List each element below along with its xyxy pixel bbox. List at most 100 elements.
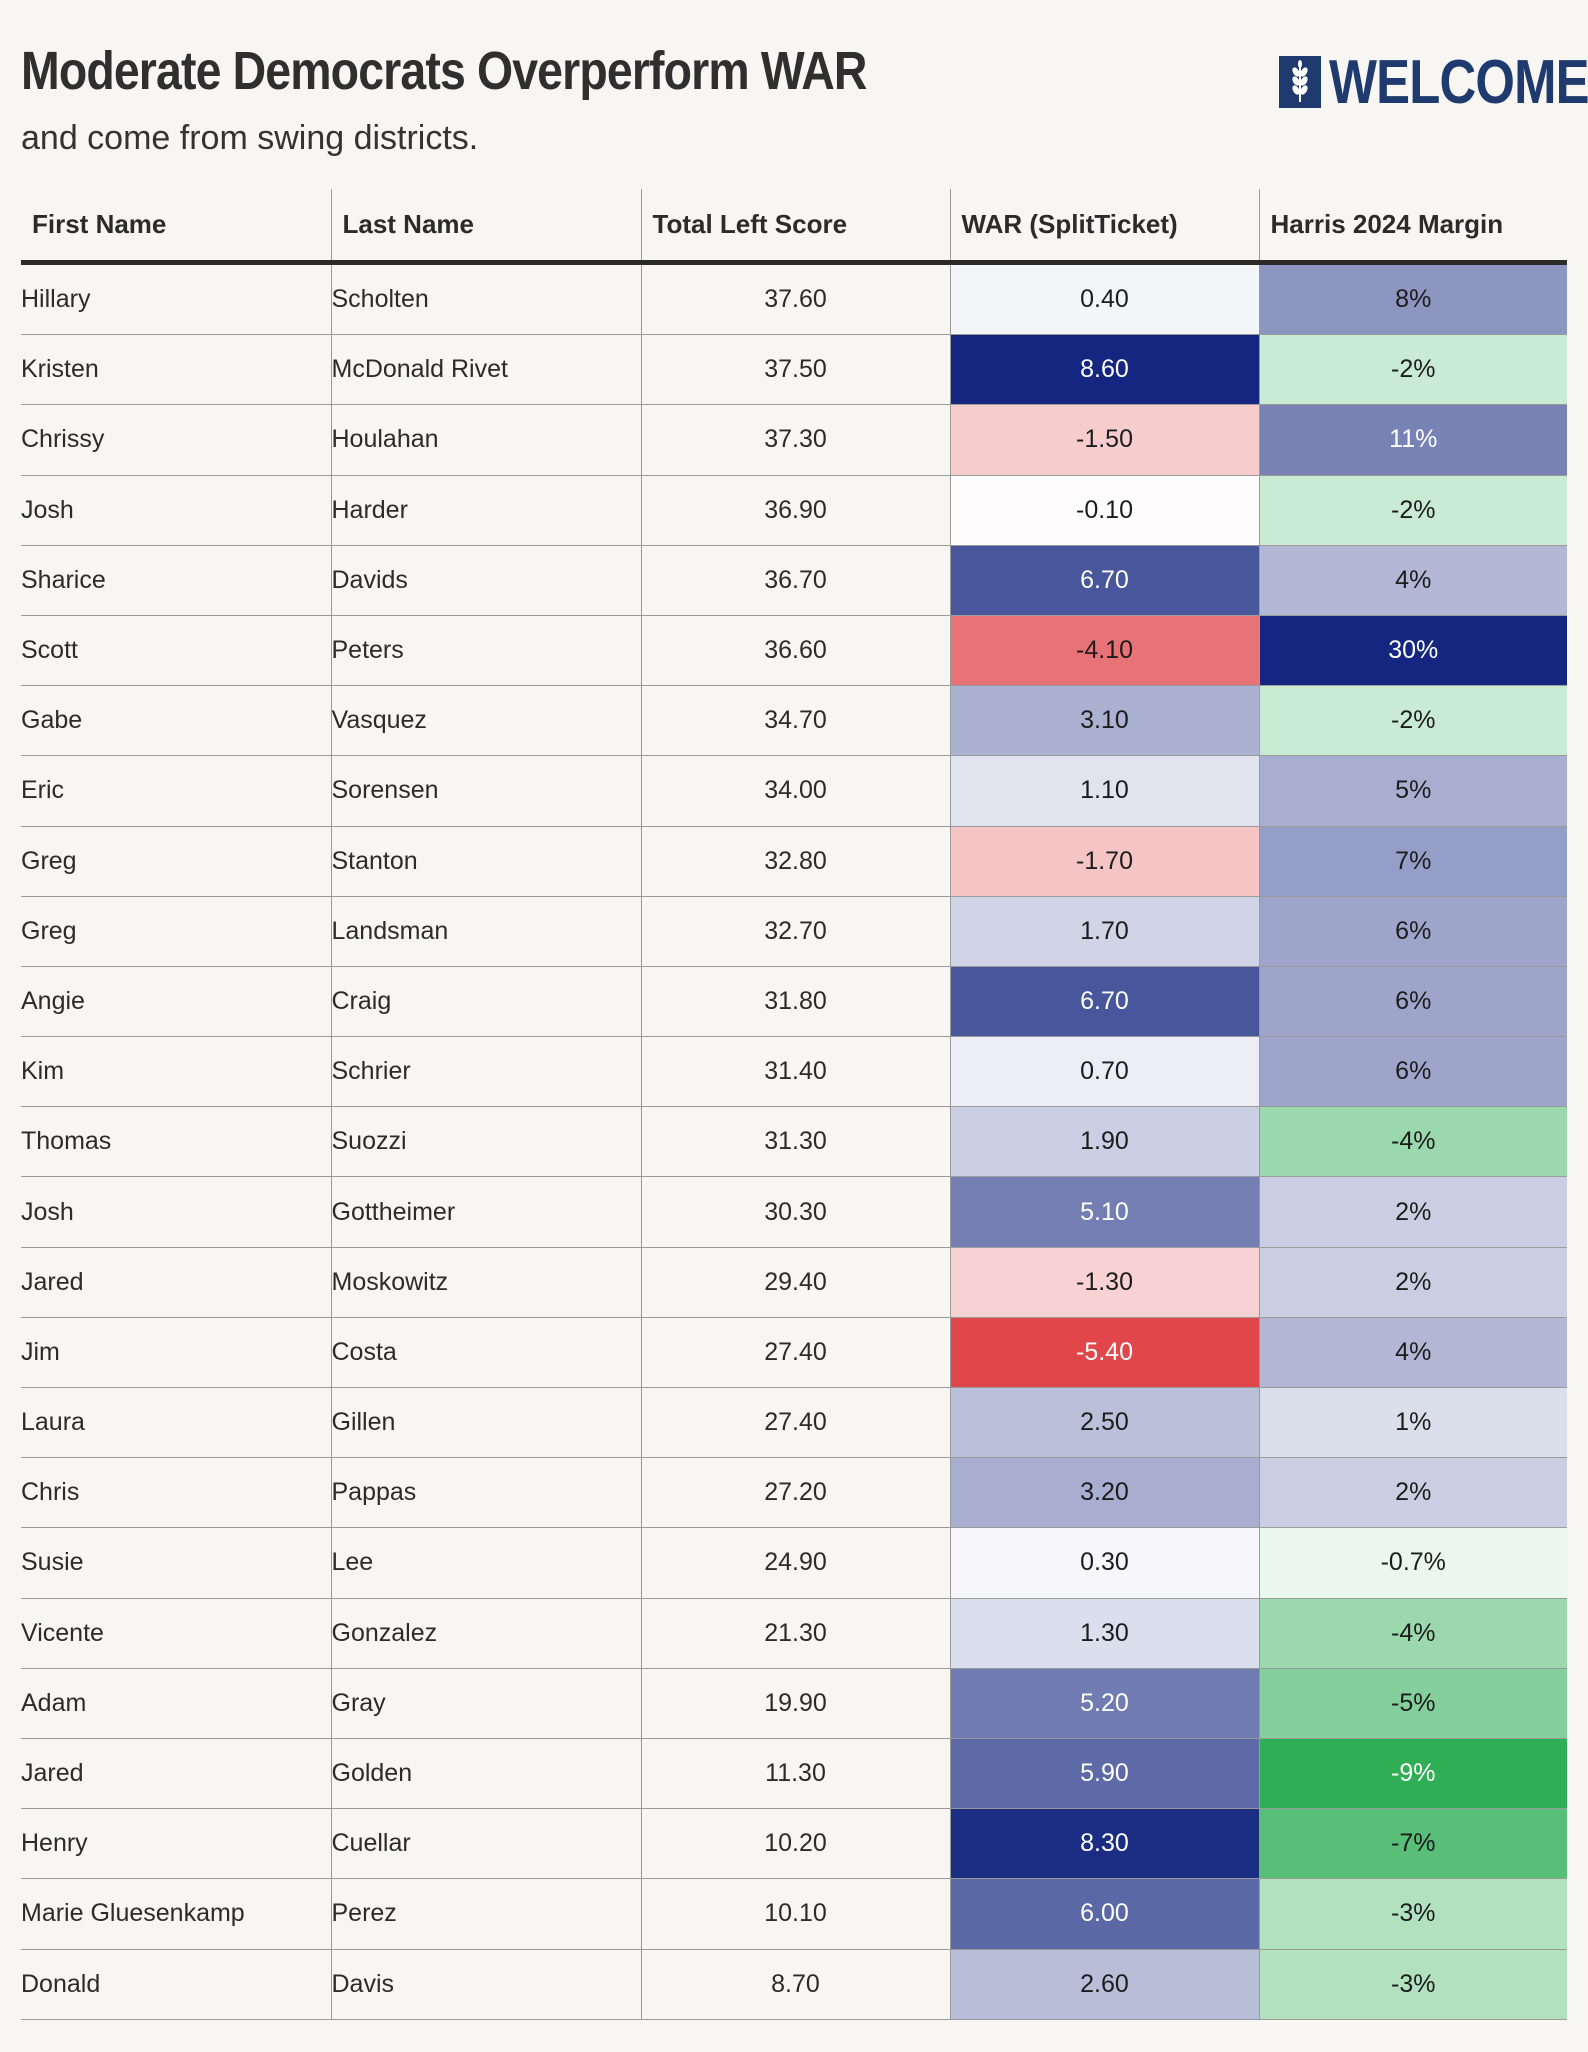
cell-war: -4.10 [950,615,1260,687]
cell-harris-margin: 2% [1259,1457,1567,1529]
cell-harris-margin: -3% [1259,1878,1567,1950]
cell-total-left-score: 27.40 [641,1387,951,1459]
cell-total-left-score: 32.80 [641,826,951,897]
cell-last-name: Gottheimer [331,1176,642,1248]
cell-first-name: Sharice [21,545,332,616]
cell-total-left-score: 31.40 [641,1036,951,1108]
cell-war: -1.50 [950,404,1260,476]
cell-first-name: Vicente [21,1598,332,1669]
cell-war: -0.10 [950,475,1260,546]
cell-last-name: Davids [331,545,642,616]
cell-first-name: Laura [21,1387,332,1459]
cell-harris-margin: -2% [1259,475,1567,546]
cell-last-name: Gonzalez [331,1598,642,1669]
cell-total-left-score: 36.60 [641,615,951,687]
cell-total-left-score: 37.60 [641,262,951,336]
table-row: Angie Craig 31.80 6.70 6% [21,966,1567,1038]
cell-war: 8.30 [950,1808,1260,1880]
table-row: Josh Gottheimer 30.30 5.10 2% [21,1176,1567,1248]
cell-war: 0.70 [950,1036,1260,1108]
cell-total-left-score: 32.70 [641,896,951,967]
cell-last-name: Costa [331,1317,642,1389]
cell-total-left-score: 37.30 [641,404,951,476]
cell-last-name: Harder [331,475,642,546]
col-header-harris-margin: Harris 2024 Margin [1259,189,1567,265]
cell-war: 1.10 [950,755,1260,827]
cell-total-left-score: 30.30 [641,1176,951,1248]
cell-first-name: Donald [21,1949,332,2020]
cell-harris-margin: 2% [1259,1176,1567,1248]
cell-last-name: Houlahan [331,404,642,476]
cell-war: 1.90 [950,1106,1260,1178]
cell-last-name: Golden [331,1738,642,1810]
cell-last-name: Peters [331,615,642,687]
header-row: First Name Last Name Total Left Score WA… [21,189,1567,265]
cell-first-name: Eric [21,755,332,827]
chart-title: Moderate Democrats Overperform WAR [21,41,867,101]
table-row: Gabe Vasquez 34.70 3.10 -2% [21,685,1567,757]
cell-first-name: Susie [21,1527,332,1599]
cell-total-left-score: 27.40 [641,1317,951,1389]
col-header-war: WAR (SplitTicket) [950,189,1260,265]
cell-harris-margin: 2% [1259,1247,1567,1318]
cell-last-name: McDonald Rivet [331,334,642,406]
col-header-last-name: Last Name [331,189,642,265]
cell-war: 2.50 [950,1387,1260,1459]
cell-total-left-score: 11.30 [641,1738,951,1810]
cell-harris-margin: 6% [1259,896,1567,967]
cell-war: 1.70 [950,896,1260,967]
cell-first-name: Gabe [21,685,332,757]
cell-first-name: Josh [21,475,332,546]
cell-last-name: Craig [331,966,642,1038]
col-header-total-left-score: Total Left Score [641,189,951,265]
table-row: Vicente Gonzalez 21.30 1.30 -4% [21,1598,1567,1669]
table-row: Kim Schrier 31.40 0.70 6% [21,1036,1567,1108]
cell-war: 2.60 [950,1949,1260,2020]
cell-total-left-score: 31.80 [641,966,951,1038]
cell-war: 6.00 [950,1878,1260,1950]
cell-harris-margin: -2% [1259,334,1567,406]
table-row: Marie Gluesenkamp Perez 10.10 6.00 -3% [21,1878,1567,1950]
cell-last-name: Landsman [331,896,642,967]
cell-total-left-score: 29.40 [641,1247,951,1318]
cell-harris-margin: 6% [1259,1036,1567,1108]
cell-harris-margin: -9% [1259,1738,1567,1810]
wheat-icon [1279,56,1321,108]
cell-total-left-score: 10.20 [641,1808,951,1880]
chart-subtitle: and come from swing districts. [21,119,479,157]
cell-last-name: Schrier [331,1036,642,1108]
table-row: Susie Lee 24.90 0.30 -0.7% [21,1527,1567,1599]
cell-total-left-score: 19.90 [641,1668,951,1739]
cell-war: 6.70 [950,545,1260,616]
logo-text: WELCOME [1329,47,1588,117]
cell-harris-margin: -0.7% [1259,1527,1567,1599]
cell-harris-margin: 4% [1259,1317,1567,1389]
table-row: Chris Pappas 27.20 3.20 2% [21,1457,1567,1529]
cell-total-left-score: 10.10 [641,1878,951,1950]
cell-first-name: Hillary [21,262,332,336]
table-row: Eric Sorensen 34.00 1.10 5% [21,755,1567,827]
cell-first-name: Chris [21,1457,332,1529]
cell-harris-margin: -7% [1259,1808,1567,1880]
cell-last-name: Cuellar [331,1808,642,1880]
table-row: Henry Cuellar 10.20 8.30 -7% [21,1808,1567,1880]
table-row: Adam Gray 19.90 5.20 -5% [21,1668,1567,1739]
cell-harris-margin: -4% [1259,1598,1567,1669]
cell-harris-margin: 8% [1259,262,1567,336]
cell-last-name: Perez [331,1878,642,1950]
cell-first-name: Greg [21,826,332,897]
table-row: Chrissy Houlahan 37.30 -1.50 11% [21,404,1567,476]
cell-war: 8.60 [950,334,1260,406]
cell-total-left-score: 34.70 [641,685,951,757]
cell-last-name: Scholten [331,262,642,336]
table-row: Jared Golden 11.30 5.90 -9% [21,1738,1567,1810]
cell-first-name: Henry [21,1808,332,1880]
table-row: Jared Moskowitz 29.40 -1.30 2% [21,1247,1567,1318]
cell-last-name: Lee [331,1527,642,1599]
cell-total-left-score: 37.50 [641,334,951,406]
cell-total-left-score: 36.70 [641,545,951,616]
cell-total-left-score: 8.70 [641,1949,951,2020]
cell-first-name: Angie [21,966,332,1038]
table-row: Greg Landsman 32.70 1.70 6% [21,896,1567,967]
cell-harris-margin: 30% [1259,615,1567,687]
